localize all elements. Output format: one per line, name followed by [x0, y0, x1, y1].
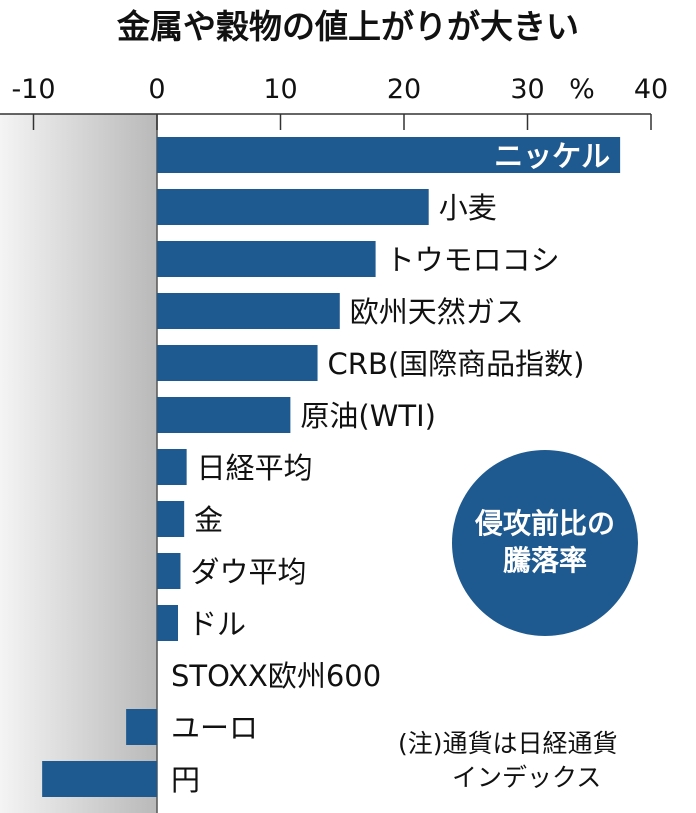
chart-title: 金属や穀物の値上がりが大きい: [116, 7, 579, 46]
badge-line-1: 侵攻前比の: [474, 507, 615, 540]
bar: [157, 605, 178, 641]
note-line-1: (注)通貨は日経通貨: [398, 729, 618, 758]
tick-label: -10: [11, 74, 55, 105]
bar-label: 金: [194, 503, 223, 537]
bar-label: ダウ平均: [190, 555, 306, 589]
bar-label: ドル: [188, 607, 246, 641]
bar-label: 円: [171, 763, 200, 797]
tick-label: 20: [387, 74, 421, 105]
tick-label: 0: [148, 74, 165, 105]
bar: [157, 449, 187, 485]
badge-line-2: 騰落率: [503, 544, 587, 577]
bar: [157, 397, 291, 433]
bar: [157, 293, 340, 329]
bar-label: ニッケル: [494, 139, 610, 173]
bar: [157, 189, 429, 225]
bar-label: CRB(国際商品指数): [328, 347, 585, 381]
bar-label: ユーロ: [171, 711, 258, 745]
bar: [126, 709, 157, 745]
badge-circle: [452, 450, 638, 636]
bar-label: 欧州天然ガス: [350, 295, 524, 329]
tick-label: 30: [510, 74, 544, 105]
bar-label: 日経平均: [197, 451, 313, 485]
negative-area: [0, 114, 157, 813]
bar-label: トウモロコシ: [386, 243, 560, 277]
tick-label: 40: [634, 74, 668, 105]
badge: 侵攻前比の 騰落率: [452, 450, 638, 636]
tick-label: 10: [263, 74, 297, 105]
bar: [157, 501, 185, 537]
bar-label: 小麦: [439, 191, 497, 225]
bar: [42, 761, 157, 797]
bar: [157, 345, 318, 381]
bar-label: STOXX欧州600: [171, 659, 381, 693]
unit-label: %: [569, 74, 595, 105]
bar: [157, 137, 621, 173]
bar: [157, 553, 181, 589]
bar-label: 原油(WTI): [300, 399, 436, 433]
bar: [157, 241, 376, 277]
note-line-2: インデックス: [452, 763, 601, 792]
